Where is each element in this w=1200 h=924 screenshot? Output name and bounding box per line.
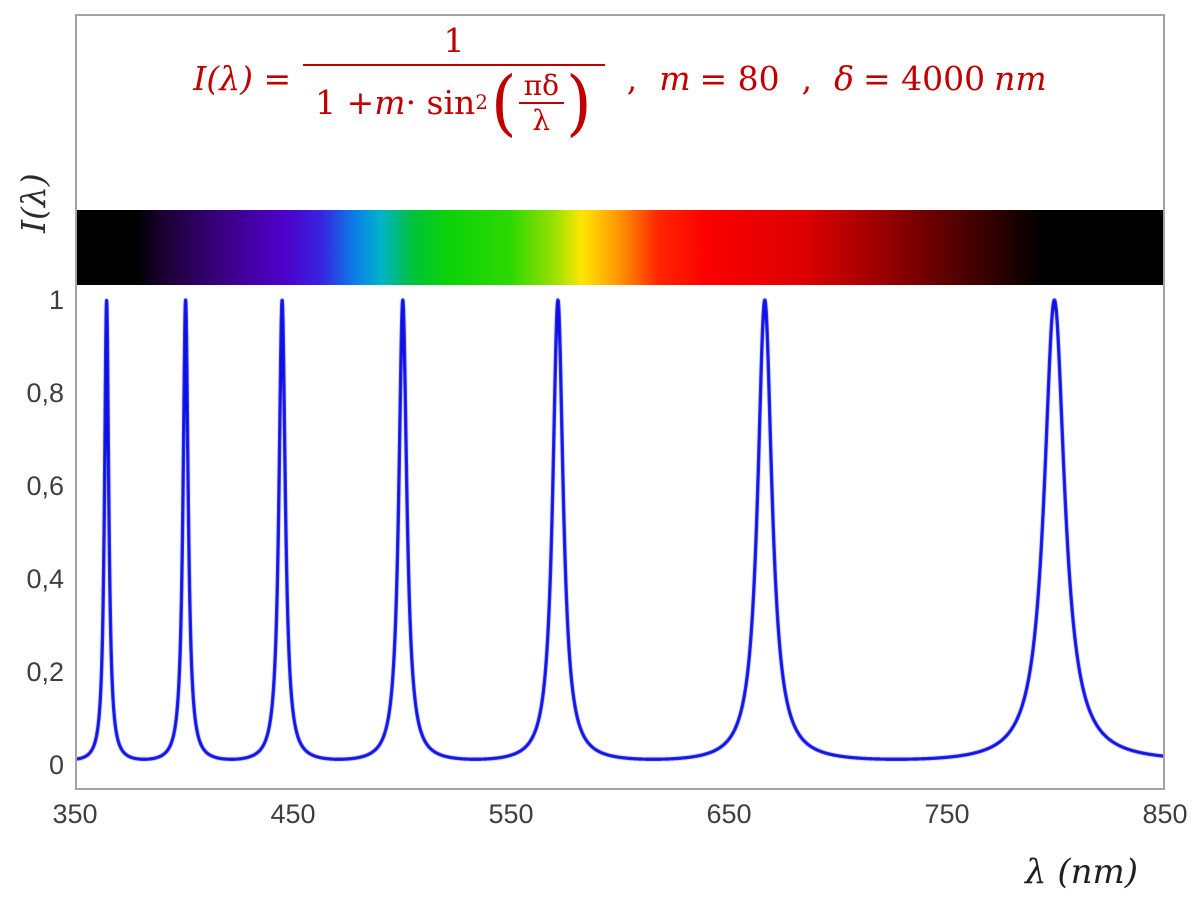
y-tick-label: 0,6 — [26, 471, 64, 501]
x-tick-label: 650 — [706, 799, 752, 829]
y-tick-label: 1 — [48, 285, 64, 315]
y-tick-label: 0,4 — [26, 564, 64, 594]
x-tick-label: 750 — [924, 799, 970, 829]
plot-frame: I(λ) = 1 1 + m · sin2 ( πδ λ ) , m= 80 ,… — [75, 14, 1165, 790]
x-tick-label: 450 — [270, 799, 316, 829]
x-tick-label: 350 — [52, 799, 98, 829]
y-tick-label: 0,2 — [26, 657, 64, 687]
y-tick-label: 0,8 — [26, 378, 64, 408]
y-axis-title: I(λ) — [14, 173, 53, 233]
x-axis-title: λ (nm) — [1024, 852, 1138, 892]
x-tick-label: 850 — [1142, 799, 1188, 829]
intensity-curve — [77, 16, 1163, 788]
x-tick-label: 550 — [488, 799, 534, 829]
y-tick-label: 0 — [48, 750, 64, 780]
